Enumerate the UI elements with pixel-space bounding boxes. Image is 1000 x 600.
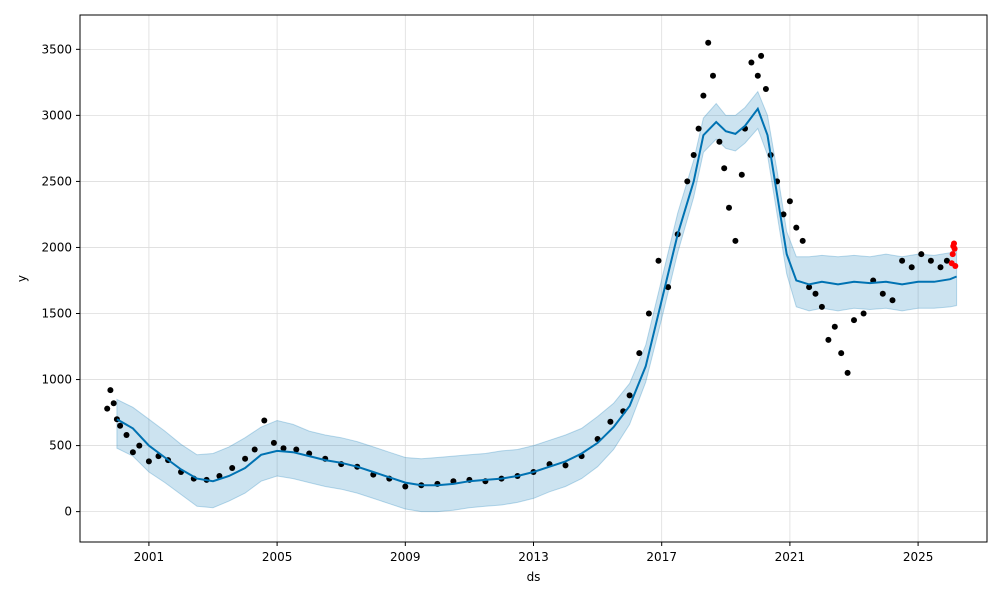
observed-point: [645, 310, 652, 317]
observed-point: [242, 455, 249, 462]
observed-point: [695, 125, 702, 132]
observed-point: [762, 86, 769, 92]
x-tick-label: 2013: [518, 550, 549, 564]
highlight-point: [951, 240, 957, 247]
observed-point: [732, 237, 739, 244]
observed-point: [700, 92, 707, 99]
observed-point: [107, 387, 114, 394]
y-tick-label: 1500: [41, 307, 72, 321]
observed-point: [721, 165, 728, 172]
observed-point: [918, 251, 925, 258]
uncertainty-area: [116, 90, 958, 513]
observed-point: [229, 465, 236, 471]
observed-point: [251, 446, 258, 453]
observed-point: [636, 350, 643, 357]
observed-point: [123, 432, 130, 438]
observed-point: [655, 257, 662, 264]
observed-point: [280, 445, 287, 452]
observed-point: [879, 290, 886, 297]
x-tick-label: 2021: [775, 550, 806, 564]
observed-point: [626, 392, 633, 399]
observed-point: [261, 417, 268, 424]
observed-point: [402, 483, 409, 490]
observed-point: [786, 198, 793, 205]
observed-point: [806, 284, 813, 291]
observed-point: [665, 284, 672, 291]
highlight-point: [951, 245, 958, 252]
observed-point: [831, 323, 838, 330]
observed-points: [104, 39, 950, 490]
observed-point: [690, 152, 697, 158]
observed-point: [844, 369, 851, 376]
x-axis-ticks: 2001 2005 2009 2013 2017 2021 2025: [134, 542, 934, 564]
observed-point: [684, 178, 691, 185]
observed-point: [293, 446, 300, 453]
uncertainty-band: [116, 90, 958, 513]
observed-point: [129, 449, 136, 456]
y-tick-label: 2000: [41, 240, 72, 254]
observed-point: [799, 237, 806, 244]
y-tick-label: 2500: [41, 174, 72, 188]
highlighted-points: [948, 240, 959, 269]
observed-point: [562, 462, 569, 469]
observed-point: [136, 442, 143, 449]
observed-point: [216, 473, 223, 479]
x-axis-label: ds: [527, 570, 541, 584]
observed-point: [860, 310, 867, 317]
y-tick-label: 3000: [41, 108, 72, 122]
highlight-point: [949, 251, 956, 258]
forecast-line: [116, 106, 957, 487]
observed-point: [607, 418, 614, 425]
observed-point: [793, 224, 800, 231]
x-tick-label: 2009: [390, 550, 421, 564]
observed-point: [104, 405, 111, 412]
y-axis-ticks: 0 500 1000 1500 2000 2500 3000 3500: [41, 42, 80, 519]
observed-point: [710, 72, 716, 79]
observed-point: [117, 422, 124, 429]
observed-point: [705, 39, 712, 46]
y-tick-label: 500: [49, 439, 72, 453]
observed-point: [780, 211, 787, 218]
observed-point: [825, 336, 832, 343]
observed-point: [812, 290, 819, 297]
x-tick-label: 2005: [262, 550, 293, 564]
grid: [80, 15, 987, 542]
observed-point: [748, 59, 755, 66]
observed-point: [943, 257, 950, 264]
observed-point: [818, 303, 825, 310]
observed-point: [889, 297, 896, 304]
observed-point: [937, 264, 944, 271]
x-tick-label: 2001: [134, 550, 165, 564]
observed-point: [754, 72, 761, 79]
y-tick-label: 1000: [41, 373, 72, 387]
observed-point: [927, 257, 934, 264]
x-tick-label: 2017: [646, 550, 677, 564]
observed-point: [726, 204, 732, 211]
observed-point: [851, 317, 857, 324]
y-tick-label: 0: [64, 505, 72, 519]
observed-point: [908, 264, 915, 271]
highlight-point: [952, 263, 959, 269]
observed-point: [145, 458, 152, 465]
observed-point: [758, 52, 765, 59]
y-axis-label: y: [15, 275, 29, 282]
observed-point: [899, 257, 906, 264]
y-tick-label: 3500: [41, 42, 72, 56]
observed-point: [716, 138, 723, 145]
observed-point: [110, 400, 117, 407]
observed-point: [270, 439, 277, 446]
x-tick-label: 2025: [903, 550, 934, 564]
observed-point: [838, 350, 845, 357]
observed-point: [738, 171, 745, 178]
forecast-trend: [116, 106, 957, 487]
